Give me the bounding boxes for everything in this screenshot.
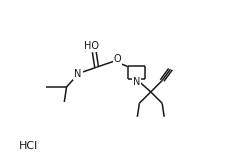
Text: N: N bbox=[74, 69, 81, 79]
Text: N: N bbox=[132, 77, 139, 87]
Text: O: O bbox=[113, 54, 121, 65]
Text: HO: HO bbox=[84, 41, 99, 51]
Text: HCl: HCl bbox=[18, 141, 38, 151]
